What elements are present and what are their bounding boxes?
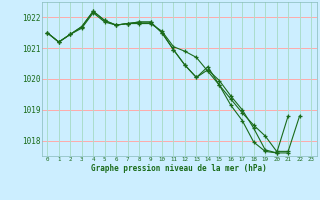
X-axis label: Graphe pression niveau de la mer (hPa): Graphe pression niveau de la mer (hPa) (91, 164, 267, 173)
